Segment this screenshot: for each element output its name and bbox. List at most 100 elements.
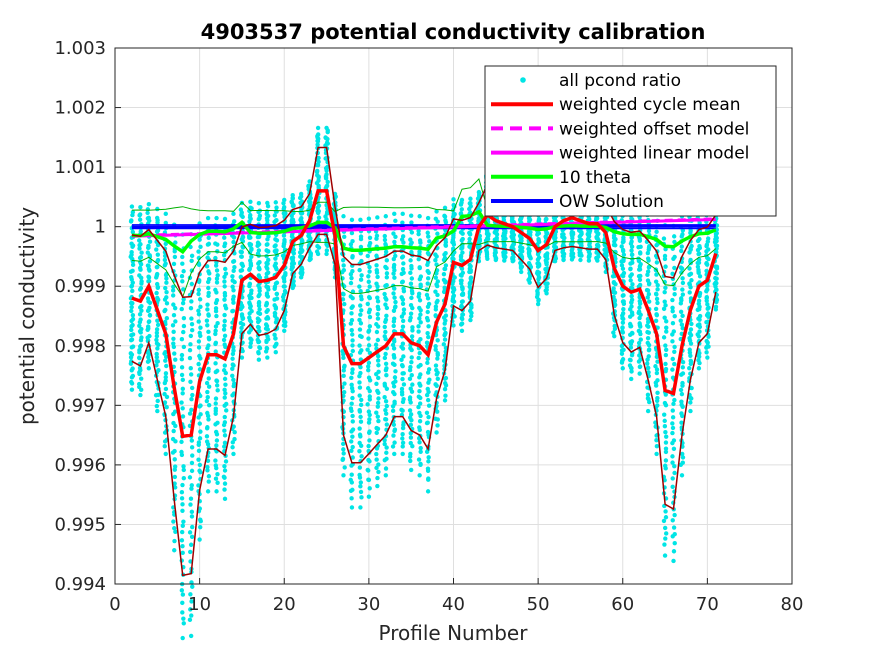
pcond-point <box>215 321 220 326</box>
pcond-point <box>214 313 219 319</box>
pcond-point <box>273 243 278 248</box>
pcond-point <box>594 216 600 221</box>
pcond-point <box>197 421 202 426</box>
pcond-point <box>611 279 617 285</box>
pcond-point <box>697 317 702 322</box>
pcond-point <box>679 391 685 397</box>
pcond-point <box>349 386 355 391</box>
pcond-point <box>382 291 387 297</box>
pcond-point <box>621 270 627 276</box>
pcond-point <box>205 464 210 470</box>
pcond-point <box>636 244 641 250</box>
legend-marker <box>520 77 526 83</box>
pcond-point <box>384 403 389 409</box>
pcond-point <box>205 468 210 473</box>
pcond-point <box>189 468 195 474</box>
pcond-point <box>231 258 237 264</box>
pcond-point <box>434 367 439 373</box>
pcond-point <box>179 449 184 455</box>
pcond-point <box>578 257 583 263</box>
x-tick-label: 20 <box>273 594 296 615</box>
pcond-point <box>672 254 677 260</box>
pcond-point <box>137 347 142 353</box>
pcond-point <box>206 335 212 341</box>
pcond-point <box>663 429 668 435</box>
pcond-point <box>231 344 236 350</box>
pcond-point <box>274 217 279 223</box>
pcond-point <box>376 469 381 475</box>
pcond-point <box>324 251 329 257</box>
pcond-point <box>425 230 430 235</box>
pcond-point <box>714 223 720 228</box>
pcond-point <box>163 358 168 363</box>
pcond-point <box>646 299 652 304</box>
pcond-point <box>663 449 669 455</box>
pcond-point <box>442 205 448 211</box>
pcond-point <box>256 349 261 355</box>
pcond-point <box>196 440 202 445</box>
pcond-point <box>196 483 201 488</box>
pcond-point <box>316 245 322 250</box>
pcond-point <box>274 291 279 297</box>
pcond-point <box>274 205 279 210</box>
pcond-point <box>180 502 185 507</box>
pcond-point <box>342 465 347 470</box>
pcond-point <box>129 241 134 246</box>
pcond-point <box>189 460 195 466</box>
pcond-point <box>179 490 185 495</box>
pcond-point <box>172 548 177 553</box>
pcond-point <box>417 249 422 254</box>
pcond-point <box>223 391 228 396</box>
pcond-point <box>172 474 178 480</box>
pcond-point <box>180 279 185 284</box>
pcond-point <box>154 337 159 343</box>
y-tick-label: 1.002 <box>54 98 106 119</box>
pcond-point <box>399 362 405 368</box>
pcond-point <box>171 519 176 524</box>
pcond-point <box>359 308 364 313</box>
pcond-point <box>672 286 677 291</box>
pcond-point <box>390 342 396 348</box>
pcond-point <box>409 355 414 360</box>
pcond-point <box>390 361 396 366</box>
pcond-point <box>441 342 447 347</box>
pcond-point <box>180 508 185 513</box>
pcond-point <box>196 249 201 254</box>
pcond-point <box>180 391 185 396</box>
pcond-point <box>248 205 253 210</box>
y-axis-label: potential conductivity <box>15 207 39 425</box>
pcond-point <box>231 294 236 299</box>
pcond-point <box>206 285 211 291</box>
pcond-point <box>443 393 448 398</box>
pcond-point <box>662 299 667 304</box>
pcond-point <box>433 252 438 257</box>
pcond-point <box>189 514 195 519</box>
pcond-point <box>365 301 370 307</box>
pcond-point <box>376 396 381 401</box>
pcond-point <box>198 429 203 434</box>
pcond-point <box>374 457 379 462</box>
pcond-point <box>256 310 261 315</box>
pcond-point <box>638 357 643 362</box>
pcond-point <box>180 543 185 549</box>
pcond-point <box>400 376 405 382</box>
pcond-point <box>696 298 702 304</box>
pcond-point <box>544 216 549 222</box>
pcond-point <box>264 248 269 253</box>
pcond-point <box>213 406 219 411</box>
pcond-point <box>349 217 355 223</box>
pcond-point <box>426 301 432 307</box>
pcond-point <box>171 284 176 290</box>
pcond-point <box>367 264 372 270</box>
pcond-point <box>130 316 136 322</box>
y-tick-label: 0.999 <box>54 276 106 297</box>
pcond-point <box>247 315 252 320</box>
pcond-point <box>137 312 143 317</box>
pcond-point <box>179 274 185 279</box>
pcond-point <box>232 436 237 442</box>
pcond-point <box>645 256 651 261</box>
pcond-point <box>417 389 422 394</box>
pcond-point <box>163 371 169 376</box>
pcond-point <box>468 279 474 284</box>
pcond-point <box>255 316 261 321</box>
